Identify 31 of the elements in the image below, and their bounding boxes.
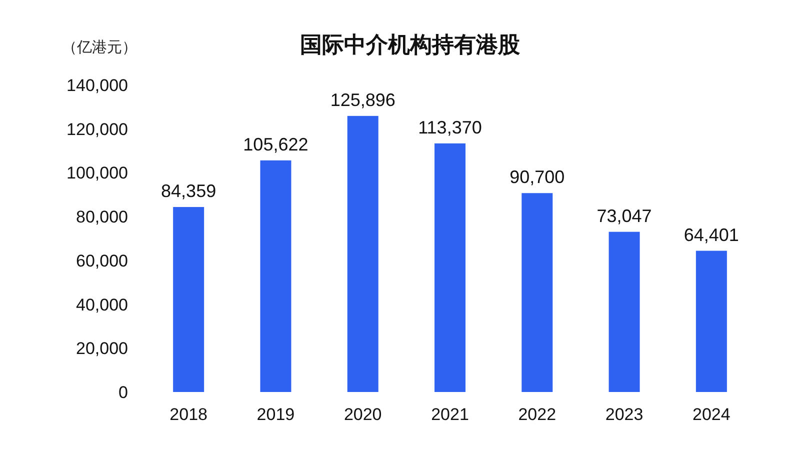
bar <box>522 193 553 392</box>
data-label: 73,047 <box>596 206 652 226</box>
data-label: 64,401 <box>684 224 739 245</box>
y-axis-title: （亿港元） <box>62 39 137 56</box>
y-tick-label: 120,000 <box>66 120 128 139</box>
data-label: 84,359 <box>161 181 216 202</box>
y-tick-label: 140,000 <box>66 76 128 95</box>
x-tick-label: 2024 <box>692 405 730 424</box>
bar <box>173 207 204 392</box>
y-tick-label: 0 <box>118 383 128 402</box>
chart-title: 国际中介机构持有港股 <box>300 32 521 57</box>
y-tick-label: 80,000 <box>76 208 128 227</box>
y-tick-label: 100,000 <box>66 164 128 183</box>
data-label: 105,622 <box>243 134 308 154</box>
x-tick-label: 2022 <box>518 405 556 424</box>
bar <box>347 116 378 392</box>
data-label: 113,370 <box>418 117 482 138</box>
data-label: 125,896 <box>330 90 396 110</box>
x-tick-label: 2020 <box>344 405 382 424</box>
x-tick-label: 2018 <box>170 405 208 424</box>
x-tick-label: 2021 <box>431 405 469 424</box>
y-tick-label: 20,000 <box>76 339 128 358</box>
bar <box>434 143 466 392</box>
x-tick-label: 2019 <box>256 405 295 424</box>
bar <box>608 232 640 392</box>
bar <box>696 250 727 392</box>
bar <box>260 160 292 392</box>
data-label: 90,700 <box>510 167 565 188</box>
y-tick-label: 40,000 <box>76 295 128 314</box>
x-tick-label: 2023 <box>605 405 644 424</box>
y-tick-label: 60,000 <box>76 251 128 270</box>
